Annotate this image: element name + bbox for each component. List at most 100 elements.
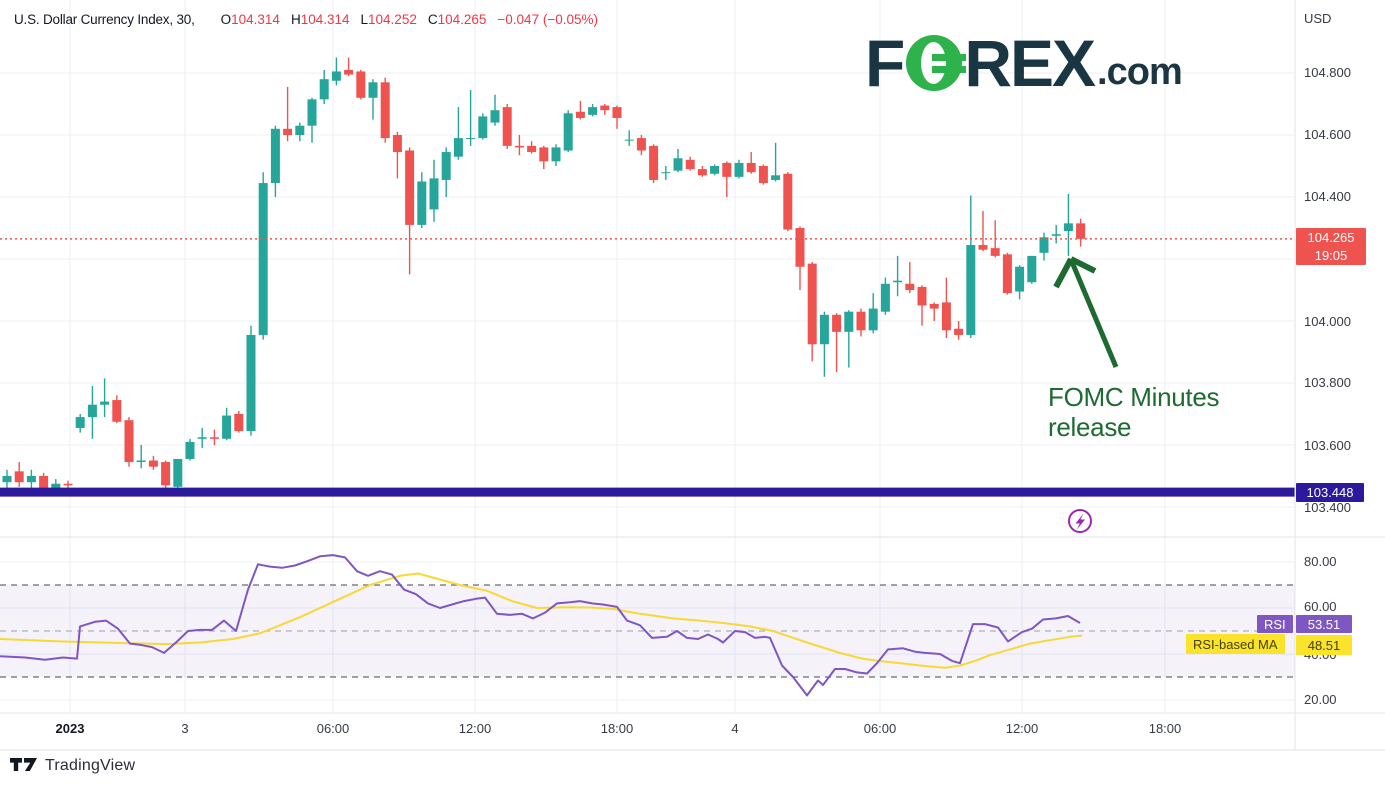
candle <box>856 311 866 331</box>
candle <box>905 283 915 290</box>
candle <box>1027 255 1037 283</box>
time-axis-label: 3 <box>181 721 189 736</box>
price-axis-label: 104.600 <box>1304 127 1351 142</box>
logo-text-rex: REX <box>964 26 1096 100</box>
candle <box>429 178 439 210</box>
candle <box>893 280 903 283</box>
price-axis-label: 103.400 <box>1304 500 1351 515</box>
last-price-time: 19:05 <box>1314 247 1348 263</box>
rsi-value: 53.51 <box>1307 616 1341 632</box>
candle <box>173 458 183 487</box>
low-label: L <box>360 12 369 27</box>
candle <box>466 138 476 140</box>
candle <box>807 263 817 345</box>
tradingview-glyph-icon <box>10 757 37 771</box>
time-axis-label: 18:00 <box>600 721 634 736</box>
change-value: −0.047 (−0.05%) <box>497 12 598 27</box>
price-axis-label: 104.400 <box>1304 189 1351 204</box>
last-price-badge: 104.265 19:05 <box>1296 228 1366 265</box>
time-axis-label: 12:00 <box>458 721 492 736</box>
candle <box>1039 237 1049 253</box>
rsi-ma-value-badge: 48.51 <box>1296 635 1352 655</box>
candle <box>2 476 12 483</box>
candle <box>87 404 97 418</box>
candle <box>234 414 244 432</box>
price-axis-label: 60.00 <box>1304 599 1337 614</box>
candle <box>136 460 146 463</box>
candle <box>649 145 659 180</box>
low-value: 104.252 <box>368 12 417 27</box>
currency-label: USD <box>1304 11 1332 26</box>
candle <box>844 311 854 332</box>
candle <box>673 158 683 171</box>
candle <box>978 245 988 250</box>
candle <box>148 460 158 467</box>
open-value: 104.314 <box>231 12 280 27</box>
candle <box>819 314 829 345</box>
candle <box>575 111 585 118</box>
candle <box>990 248 1000 256</box>
event-lightning-icon[interactable] <box>1068 509 1092 533</box>
candle <box>563 113 573 151</box>
candle <box>624 139 634 141</box>
candle <box>771 175 781 180</box>
candle <box>527 145 537 153</box>
support-level-value: 103.448 <box>1306 485 1354 500</box>
rsi-ma-label-text: RSI-based MA <box>1193 636 1278 652</box>
candle <box>502 107 512 146</box>
candle <box>1051 234 1061 236</box>
candle <box>954 328 964 335</box>
price-axis-label: 104.000 <box>1304 314 1351 329</box>
symbol-title: U.S. Dollar Currency Index, 30, <box>14 12 195 27</box>
candle <box>331 71 341 81</box>
candle <box>100 401 110 405</box>
close-value: 104.265 <box>437 12 487 27</box>
candle <box>258 183 268 335</box>
fomc-annotation-text[interactable]: FOMC Minutes release <box>1048 382 1220 442</box>
close-label: C <box>427 12 438 27</box>
logo-text-com: .com <box>1097 51 1183 93</box>
time-axis-label: 12:00 <box>1005 721 1039 736</box>
candle <box>75 417 85 428</box>
candle <box>51 483 61 490</box>
candle <box>209 437 219 439</box>
candle <box>636 138 646 151</box>
candle <box>697 169 707 176</box>
candle <box>270 128 280 184</box>
candle <box>368 82 378 98</box>
candle <box>1076 223 1086 239</box>
chart-legend[interactable]: U.S. Dollar Currency Index, 30, O104.314… <box>14 12 598 27</box>
price-axis-label: 104.800 <box>1304 65 1351 80</box>
candle <box>307 99 317 126</box>
candle <box>1063 223 1073 232</box>
candle <box>880 283 890 312</box>
rsi-ma-label-tag: RSI-based MA <box>1186 634 1285 654</box>
rsi-label-text: RSI <box>1264 616 1286 632</box>
candle <box>795 228 805 267</box>
candle <box>514 145 524 148</box>
tradingview-logo[interactable]: TradingView <box>10 757 135 775</box>
rsi-ma-line <box>0 572 1083 669</box>
candle <box>453 138 463 157</box>
candle <box>63 483 73 486</box>
candle <box>612 107 622 118</box>
time-axis-label: 06:00 <box>316 721 350 736</box>
support-level-badge: 103.448 <box>1296 483 1364 502</box>
last-price-value: 104.265 <box>1307 229 1355 245</box>
arrow-annotation[interactable] <box>1053 256 1119 368</box>
candle <box>283 128 293 135</box>
candle <box>39 476 49 490</box>
candle <box>1002 254 1012 294</box>
candle <box>929 303 939 309</box>
candle <box>539 147 549 162</box>
price-axis-label: 20.00 <box>1304 692 1337 707</box>
forex-com-logo: F REX .com <box>865 26 1183 100</box>
rsi-line <box>0 554 1081 697</box>
candle <box>26 476 36 483</box>
support-level-line[interactable] <box>0 487 1295 497</box>
candle <box>917 286 927 306</box>
candle <box>185 441 195 459</box>
rsi-value-badge: 53.51 <box>1296 615 1352 633</box>
